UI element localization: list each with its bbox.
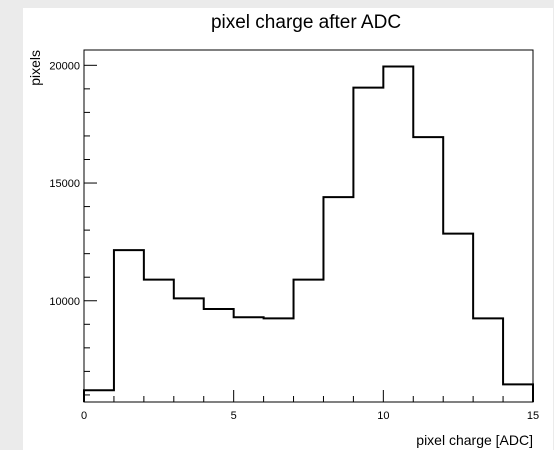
plot-frame [83, 49, 534, 403]
y-axis-label: pixels [27, 50, 43, 86]
plot-pad [23, 8, 553, 450]
x-tick-label: 5 [231, 410, 237, 422]
x-axis-label: pixel charge [ADC] [416, 432, 533, 448]
y-tick-label: 15000 [49, 178, 80, 190]
y-tick-label: 20000 [49, 60, 80, 72]
x-tick-label: 10 [377, 410, 389, 422]
histogram-outline [83, 65, 534, 402]
chart-title: pixel charge after ADC [211, 12, 401, 33]
x-axis-ticks: 0 5 10 15 [81, 390, 539, 422]
x-tick-label: 15 [527, 410, 539, 422]
y-tick-label: 10000 [49, 296, 80, 308]
x-tick-label: 0 [81, 410, 87, 422]
y-axis-ticks: 10000 15000 20000 [49, 60, 97, 396]
